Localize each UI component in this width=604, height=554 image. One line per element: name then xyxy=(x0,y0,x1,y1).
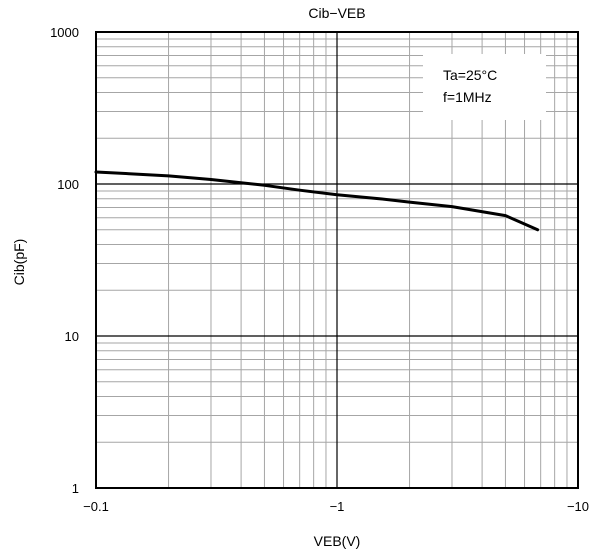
y-tick-label: 100 xyxy=(57,177,79,192)
y-tick-label: 10 xyxy=(65,329,79,344)
conditions-box: Ta=25°C f=1MHz xyxy=(423,54,546,120)
y-tick-labels: 1 10 100 1000 xyxy=(50,25,79,496)
y-axis-label: Cib(pF) xyxy=(11,239,27,286)
x-tick-label: −10 xyxy=(567,499,589,514)
annotation-temperature: Ta=25°C xyxy=(443,67,497,83)
y-tick-label: 1000 xyxy=(50,25,79,40)
y-tick-label: 1 xyxy=(72,481,79,496)
conditions-box-background xyxy=(423,54,546,120)
series-layer xyxy=(94,170,540,232)
x-tick-label: −1 xyxy=(330,499,345,514)
annotation-frequency: f=1MHz xyxy=(443,89,492,105)
x-tick-label: −0.1 xyxy=(83,499,109,514)
x-tick-labels: −0.1 −1 −10 xyxy=(83,499,589,514)
chart-title: Cib−VEB xyxy=(308,5,365,21)
cib-curve xyxy=(94,170,540,232)
x-axis-label: VEB(V) xyxy=(314,533,361,549)
plot-frame xyxy=(95,31,579,489)
